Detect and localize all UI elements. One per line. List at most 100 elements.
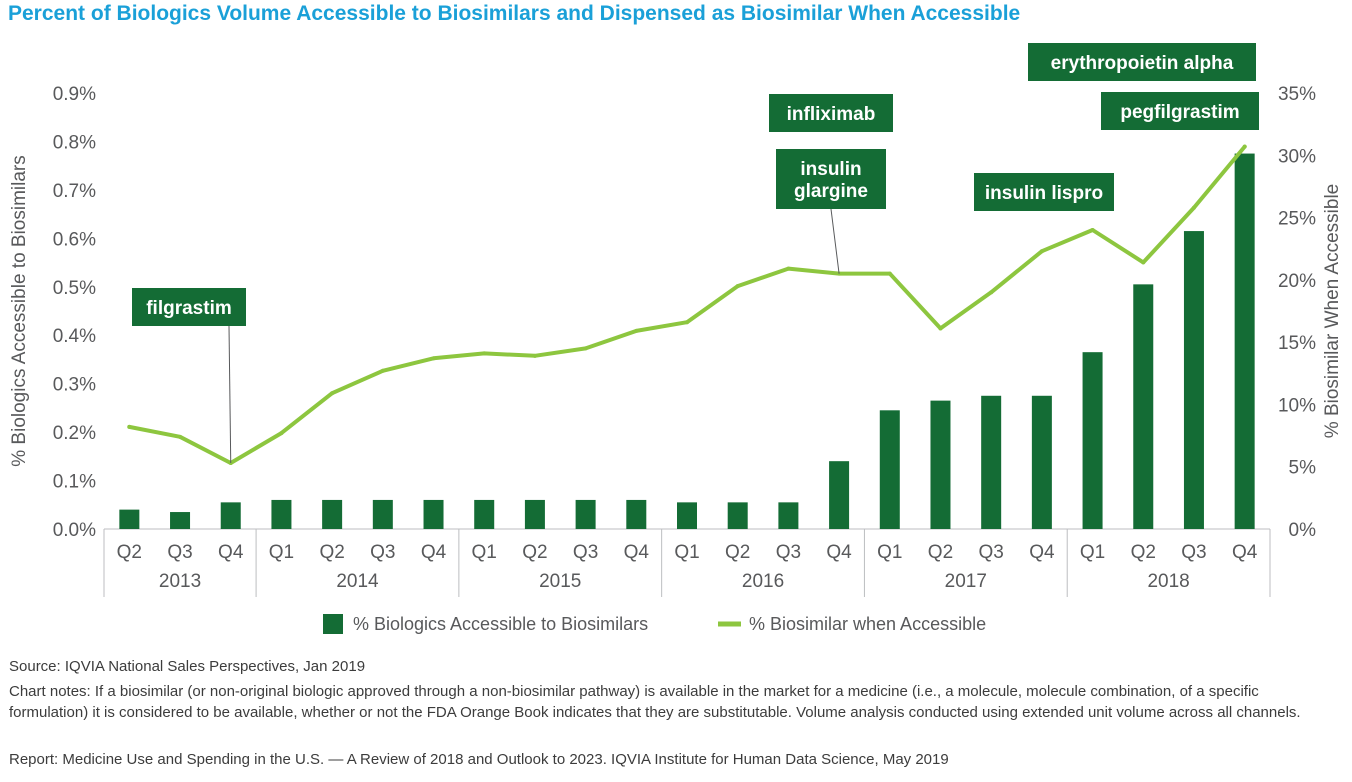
bar <box>981 395 1002 529</box>
annotation-box <box>1101 92 1259 130</box>
quarter-label: Q2 <box>117 542 142 563</box>
quarter-label: Q3 <box>1181 542 1206 563</box>
line-point <box>431 356 436 361</box>
bar <box>727 502 748 529</box>
line-point <box>330 391 335 396</box>
annotation-box <box>132 288 246 326</box>
bar <box>1183 231 1204 530</box>
line-point <box>685 320 689 325</box>
annotation-label: glargine <box>794 181 868 202</box>
quarter-label: Q3 <box>167 542 192 563</box>
quarter-label: Q1 <box>674 542 699 563</box>
quarter-label: Q4 <box>624 542 650 563</box>
bar <box>372 499 393 529</box>
bar <box>322 499 343 529</box>
line-point <box>583 346 588 351</box>
bar <box>677 502 697 529</box>
line-point <box>279 431 284 436</box>
line-point <box>887 271 892 276</box>
bar <box>829 461 850 529</box>
right-tick-label: 30% <box>1278 146 1316 167</box>
left-tick-label: 0.9% <box>53 84 96 105</box>
annotation-box <box>776 149 886 209</box>
line-point <box>482 351 487 356</box>
quarter-label: Q4 <box>1232 542 1258 563</box>
chart-title: Percent of Biologics Volume Accessible t… <box>8 2 1021 25</box>
left-tick-label: 0.1% <box>53 472 96 493</box>
annotation-label: insulin lispro <box>985 183 1103 204</box>
bar <box>1082 352 1103 529</box>
line-point <box>127 424 132 429</box>
quarter-label: Q3 <box>370 542 395 563</box>
legend-bar-label: % Biologics Accessible to Biosimilars <box>353 614 648 634</box>
annotation-box <box>1028 43 1256 81</box>
year-label: 2018 <box>1147 571 1189 592</box>
year-label: 2015 <box>539 571 581 592</box>
left-tick-label: 0.2% <box>53 423 96 444</box>
quarter-label: Q2 <box>522 542 547 563</box>
quarter-label: Q1 <box>1080 542 1105 563</box>
bar <box>626 499 647 529</box>
legend-line-label: % Biosimilar when Accessible <box>749 614 986 634</box>
bar <box>1133 284 1154 529</box>
right-tick-label: 25% <box>1278 209 1316 230</box>
quarter-label: Q4 <box>826 542 852 563</box>
left-tick-label: 0.6% <box>53 229 96 250</box>
quarter-label: Q3 <box>776 542 801 563</box>
right-tick-label: 5% <box>1289 458 1317 479</box>
annotation-leader <box>830 208 840 274</box>
annotation-leader <box>228 325 232 463</box>
bar <box>778 502 799 529</box>
year-label: 2017 <box>945 571 987 592</box>
quarter-label: Q2 <box>1131 542 1156 563</box>
quarter-label: Q2 <box>319 542 344 563</box>
left-tick-label: 0.0% <box>53 520 96 541</box>
line-point <box>989 290 994 295</box>
quarter-label: Q3 <box>573 542 598 563</box>
annotation-label: erythropoietin alpha <box>1051 53 1234 74</box>
quarter-label: Q4 <box>421 542 447 563</box>
line-point <box>1090 228 1095 233</box>
report-note: Report: Medicine Use and Spending in the… <box>9 751 949 768</box>
line-series <box>127 144 1247 465</box>
line-point <box>178 434 183 439</box>
right-tick-label: 0% <box>1289 520 1317 541</box>
line-point <box>1242 144 1247 149</box>
line-point <box>1191 205 1196 210</box>
bar <box>271 499 292 529</box>
left-axis-title: % Biologics Accessible to Biosimilars <box>9 155 30 467</box>
annotation-label: infliximab <box>787 104 876 125</box>
source-note: Source: IQVIA National Sales Perspective… <box>9 658 366 675</box>
left-tick-label: 0.3% <box>53 375 96 396</box>
bar <box>575 499 596 529</box>
annotation-label: filgrastim <box>146 298 232 319</box>
line-point <box>1141 260 1146 265</box>
quarter-label: Q4 <box>1029 542 1055 563</box>
bar <box>1234 153 1255 530</box>
bar <box>119 509 140 529</box>
quarter-label: Q1 <box>472 542 497 563</box>
bar <box>524 499 545 529</box>
left-tick-label: 0.5% <box>53 278 96 299</box>
bar <box>474 499 495 529</box>
line-point <box>532 353 537 358</box>
quarter-label: Q1 <box>269 542 294 563</box>
right-tick-label: 10% <box>1278 395 1316 416</box>
quarter-label: Q2 <box>725 542 750 563</box>
biologics-chart: 0.0% 0.1% 0.2% 0.3% 0.4% 0.5% 0.6% 0.7% 0.8% 0.9%… <box>9 43 1343 634</box>
bar <box>930 400 951 529</box>
year-label: 2016 <box>742 571 784 592</box>
left-tick-label: 0.8% <box>53 132 96 153</box>
legend: % Biologics Accessible to Biosimilars % B… <box>323 614 986 634</box>
bar-series <box>119 153 1255 530</box>
year-label: 2013 <box>159 571 201 592</box>
chart-notes: Chart notes: If a biosimilar (or non-ori… <box>9 683 1301 721</box>
line-point <box>786 266 791 271</box>
bar <box>879 410 900 529</box>
left-tick-label: 0.7% <box>53 181 96 202</box>
line-point <box>735 284 740 289</box>
line-point <box>938 326 943 331</box>
line-point <box>634 328 639 333</box>
annotation-label: insulin <box>800 159 861 180</box>
